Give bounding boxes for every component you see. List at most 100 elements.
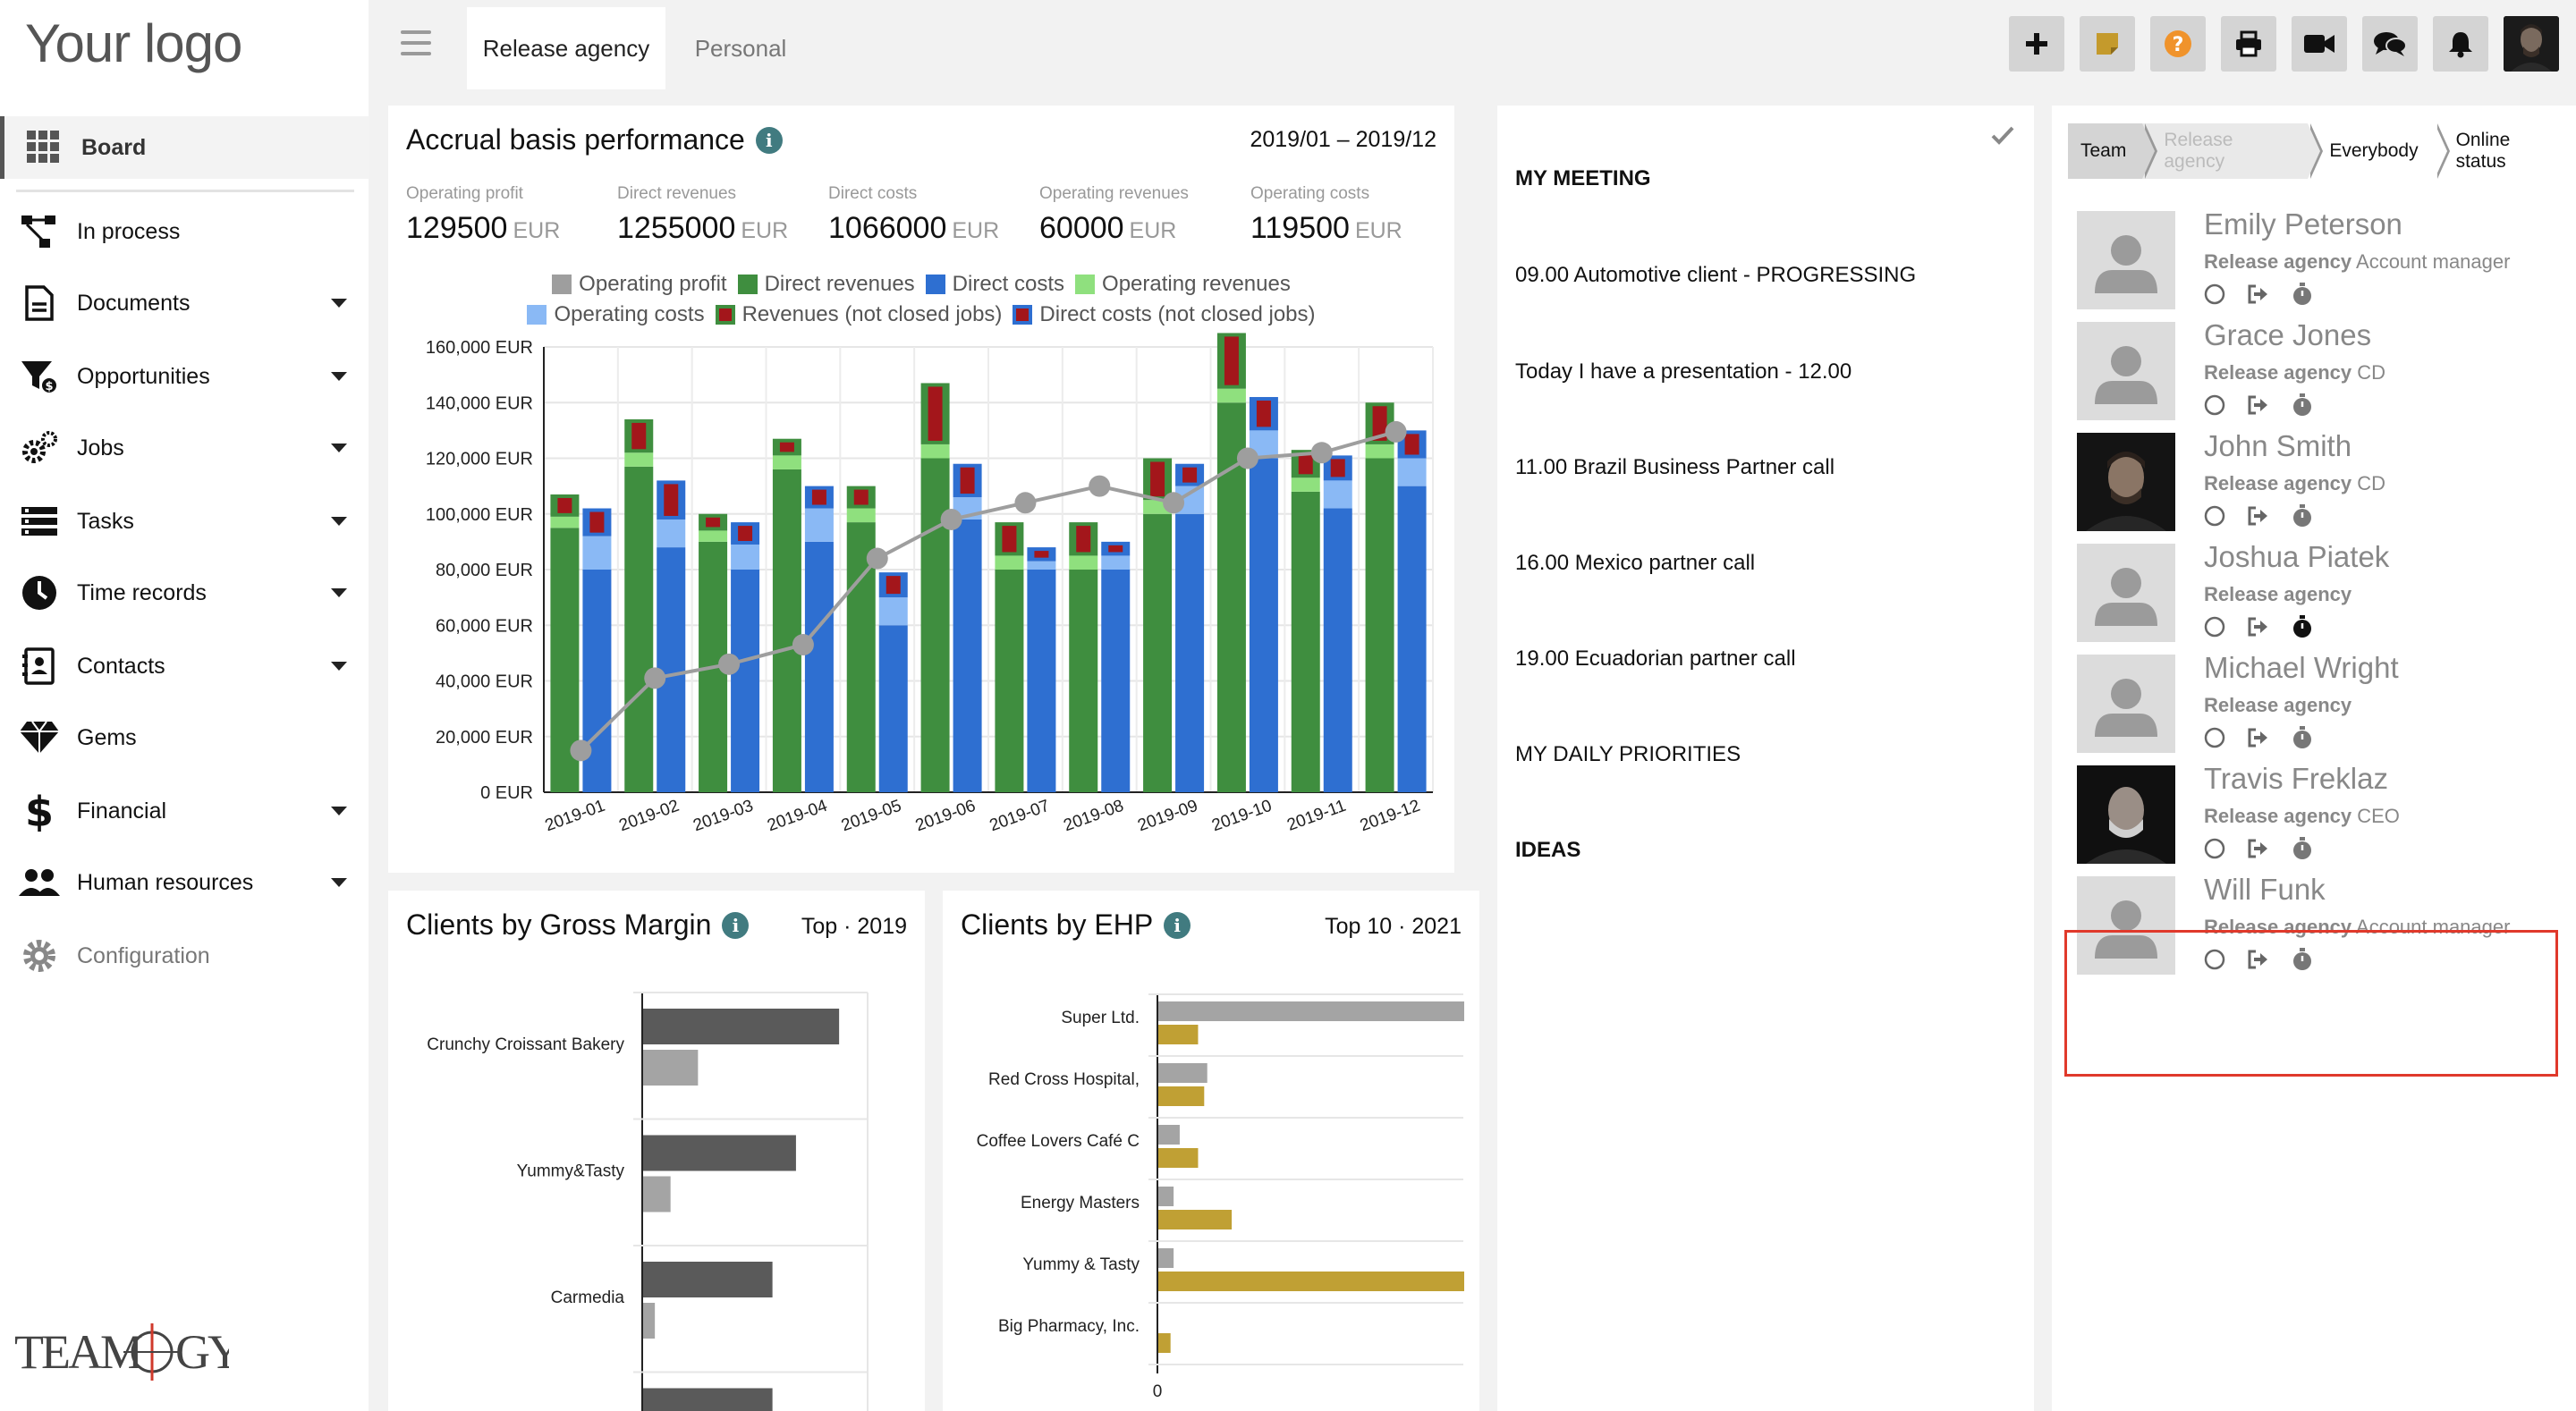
stopwatch-icon[interactable] [2292,615,2313,643]
hamburger-menu-icon[interactable] [401,30,431,55]
sidebar-item-gems[interactable]: Gems [0,706,369,769]
chevron-down-icon[interactable] [331,662,347,671]
sign-out-icon[interactable] [2247,283,2270,309]
help-button[interactable]: ? [2150,16,2206,72]
tab-release-agency[interactable]: Release agency [467,7,665,89]
bar-operating-costs[interactable] [1397,458,1427,486]
sidebar-item-financial[interactable]: $ Financial [0,780,369,842]
legend-item[interactable]: Direct revenues [737,272,915,297]
bar-direct-revenues[interactable] [1143,513,1173,792]
sidebar-item-jobs[interactable]: Jobs [0,417,369,479]
bar-direct-revenues[interactable] [920,458,950,793]
avatar[interactable] [2077,765,2175,864]
legend-item[interactable]: Operating revenues [1075,272,1291,297]
bar-direct-costs[interactable] [1101,570,1131,792]
info-icon[interactable]: i [722,912,750,939]
sidebar-item-documents[interactable]: Documents [0,272,369,334]
operating-profit-point[interactable] [1014,492,1037,514]
sidebar-item-in-process[interactable]: In process [0,200,369,263]
bar-series-1[interactable] [643,1135,796,1171]
status-circle-icon[interactable] [2204,838,2225,864]
bar-operating-costs[interactable] [731,544,760,570]
chevron-down-icon[interactable] [331,372,347,381]
operating-profit-point[interactable] [866,547,888,570]
user-avatar[interactable] [2504,16,2559,72]
operating-profit-point[interactable] [570,739,592,762]
operating-profit-point[interactable] [1089,475,1111,497]
bar-series-1[interactable] [643,1009,840,1044]
operating-profit-point[interactable] [1236,447,1258,469]
bar-revenues-not-closed[interactable] [631,422,647,450]
sign-out-icon[interactable] [2247,394,2270,420]
member-name[interactable]: Michael Wright [2204,651,2399,684]
bar-series-1[interactable] [643,1388,773,1411]
chevron-down-icon[interactable] [331,299,347,308]
video-button[interactable] [2292,16,2347,72]
sign-out-icon[interactable] [2247,949,2270,975]
team-member-will-funk[interactable]: Will Funk Release agency Account manager [2077,873,2542,984]
bar-operating-revenues[interactable] [550,516,580,528]
bar-direct-costs[interactable] [878,625,908,792]
legend-item[interactable]: Direct costs [925,272,1064,297]
chevron-down-icon[interactable] [331,588,347,597]
sidebar-item-human-resources[interactable]: Human resources [0,851,369,914]
bar-direct-costs[interactable] [953,519,982,792]
bar-direct-revenues[interactable] [1069,570,1098,792]
legend-item[interactable]: Operating costs [527,302,705,327]
stopwatch-icon[interactable] [2292,393,2313,421]
bar-direct-revenues[interactable] [1365,458,1394,793]
operating-profit-point[interactable] [1310,442,1333,464]
stopwatch-icon[interactable] [2292,948,2313,976]
legend-item[interactable]: Revenues (not closed jobs) [715,302,1002,327]
stopwatch-icon[interactable] [2292,283,2313,310]
operating-profit-point[interactable] [940,508,962,530]
bar-series-1[interactable] [1158,1187,1174,1206]
sidebar-item-tasks[interactable]: Tasks [0,490,369,553]
add-button[interactable] [2009,16,2064,72]
stopwatch-icon[interactable] [2292,726,2313,754]
bar-series-2[interactable] [1158,1086,1205,1106]
chevron-down-icon[interactable] [331,807,347,815]
bar-operating-costs[interactable] [878,597,908,626]
sign-out-icon[interactable] [2247,505,2270,531]
bar-direct-revenues[interactable] [995,570,1024,792]
bar-series-1[interactable] [643,1262,773,1297]
sidebar-item-opportunities[interactable]: $ Opportunities [0,345,369,408]
chevron-down-icon[interactable] [331,517,347,526]
sidebar-item-time-records[interactable]: Time records [0,562,369,624]
team-member-travis-freklaz[interactable]: Travis Freklaz Release agency CEO [2077,762,2542,873]
info-icon[interactable]: i [1164,912,1191,939]
bar-series-2[interactable] [1158,1272,1464,1291]
bar-revenues-not-closed[interactable] [1076,526,1091,553]
bar-series-2[interactable] [643,1303,656,1339]
status-circle-icon[interactable] [2204,727,2225,753]
bar-series-1[interactable] [1158,1248,1174,1268]
bar-direct-costs-not-closed[interactable] [664,484,679,516]
bar-revenues-not-closed[interactable] [1150,461,1165,497]
status-circle-icon[interactable] [2204,283,2225,309]
status-circle-icon[interactable] [2204,394,2225,420]
bar-direct-costs-not-closed[interactable] [1404,434,1419,455]
bar-direct-revenues[interactable] [772,469,801,792]
bar-operating-revenues[interactable] [1069,555,1098,570]
bar-operating-costs[interactable] [1323,480,1352,509]
print-button[interactable] [2221,16,2276,72]
chevron-down-icon[interactable] [331,444,347,452]
operating-profit-point[interactable] [792,634,814,656]
bar-series-1[interactable] [1158,1125,1180,1145]
team-member-grace-jones[interactable]: Grace Jones Release agency CD [2077,318,2542,429]
operating-profit-point[interactable] [644,667,666,689]
bar-operating-costs[interactable] [1027,561,1056,570]
bar-direct-costs[interactable] [1249,458,1278,793]
chat-button[interactable] [2362,16,2418,72]
bar-operating-revenues[interactable] [1365,444,1394,459]
bar-direct-costs[interactable] [1175,513,1205,792]
member-name[interactable]: Will Funk [2204,873,2326,906]
bar-operating-costs[interactable] [804,508,834,542]
member-name[interactable]: John Smith [2204,429,2352,462]
avatar[interactable] [2077,211,2175,309]
stopwatch-icon[interactable] [2292,837,2313,865]
bar-revenues-not-closed[interactable] [557,497,572,513]
breadcrumb-everybody[interactable]: Everybody [2308,123,2450,179]
bar-direct-costs[interactable] [1397,486,1427,792]
